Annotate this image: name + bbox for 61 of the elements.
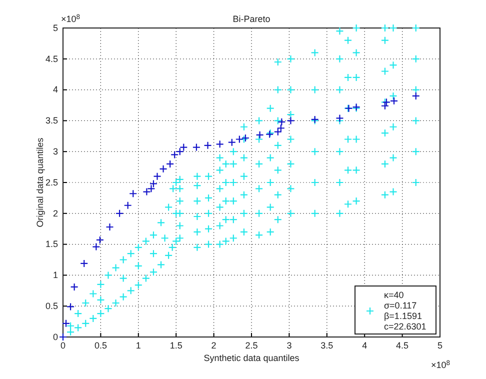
y-tick-label: 3 xyxy=(52,146,58,156)
point xyxy=(228,138,236,146)
point xyxy=(192,143,201,152)
point xyxy=(170,150,179,159)
y-tick-label: 1.5 xyxy=(45,239,58,250)
point xyxy=(380,102,390,110)
text: ×10$^{8}$ xyxy=(61,14,80,24)
x-tick-label: 2 xyxy=(211,340,216,350)
x-tick-label: 5 xyxy=(437,340,443,350)
point xyxy=(153,172,162,180)
point xyxy=(204,141,212,150)
x-tick-label: 4 xyxy=(362,340,368,350)
point xyxy=(159,164,168,173)
y-tick-label: 5 xyxy=(52,22,58,33)
point xyxy=(66,302,75,311)
point xyxy=(390,96,398,105)
point xyxy=(274,128,282,136)
point xyxy=(80,259,88,268)
point xyxy=(129,190,138,198)
point xyxy=(96,236,104,244)
y-tick-label: 2 xyxy=(52,208,58,218)
y-tick-label: 0.5 xyxy=(45,300,58,311)
point xyxy=(278,118,286,126)
x-tick-label: 1.5 xyxy=(170,340,182,350)
point xyxy=(70,282,78,291)
point xyxy=(116,209,124,218)
x-tick-label: 3.5 xyxy=(320,340,334,350)
x-tick-label: 3 xyxy=(286,340,292,350)
point xyxy=(235,135,244,144)
x-tick-label: 0 xyxy=(60,340,66,350)
point xyxy=(336,114,344,122)
y-tick-label: 2.5 xyxy=(45,177,58,188)
y-tick-label: 4.5 xyxy=(45,54,58,64)
point xyxy=(147,184,156,193)
x-axis-title: Synthetic data quantiles xyxy=(204,353,300,363)
point xyxy=(276,124,285,132)
y-tick-label: 1 xyxy=(52,270,58,280)
point xyxy=(216,140,224,148)
legend-label: κ=40 σ=0.117 β=1.1591 c=22.6301 xyxy=(384,290,426,332)
point xyxy=(106,222,114,232)
point xyxy=(142,188,151,196)
x-tick-label: 1 xyxy=(136,340,141,350)
point xyxy=(180,143,188,152)
point xyxy=(176,148,184,156)
y-axis-title: Original data quantiles xyxy=(35,137,45,228)
point xyxy=(124,201,132,210)
point xyxy=(256,130,264,139)
text: ×10$^{8}$ xyxy=(430,360,450,370)
point xyxy=(166,160,174,168)
y-tick-label: 0 xyxy=(52,332,58,342)
point xyxy=(412,92,420,100)
point xyxy=(149,180,158,188)
chart-title: Bi-Pareto xyxy=(232,14,270,24)
x-tick-label: 0.5 xyxy=(94,340,107,350)
point xyxy=(92,242,100,251)
x-tick-label: 2.5 xyxy=(245,340,258,350)
y-tick-label: 3.5 xyxy=(45,116,58,126)
point xyxy=(62,319,70,328)
x-tick-label: 4.5 xyxy=(396,340,409,350)
y-tick-label: 4 xyxy=(52,84,58,95)
point xyxy=(286,116,295,125)
